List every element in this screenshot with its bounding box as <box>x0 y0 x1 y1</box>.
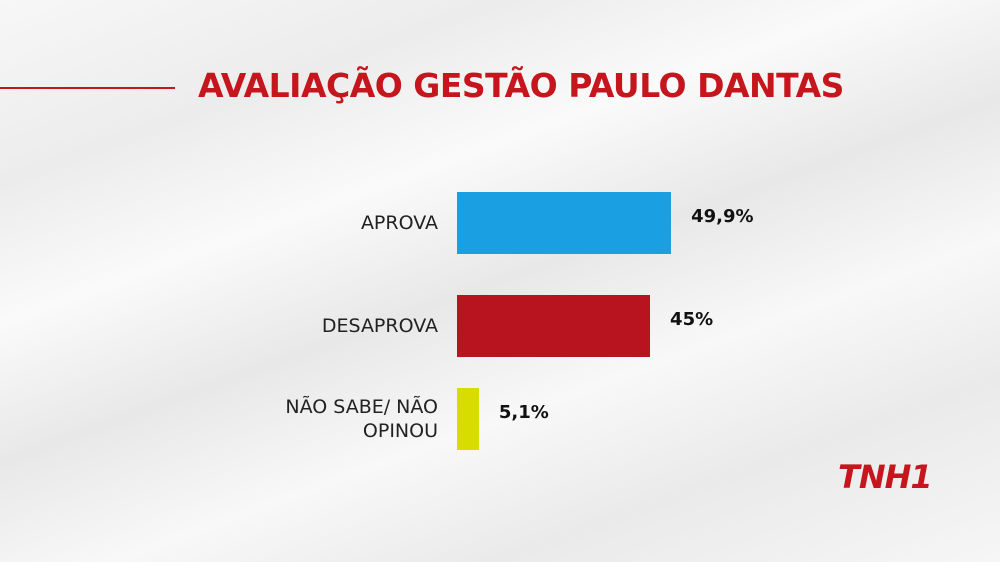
category-label: APROVA <box>360 212 438 234</box>
bar <box>457 295 651 357</box>
logo: TNH1 <box>838 458 933 496</box>
category-label: NÃO SABE/ NÃO OPINOU <box>285 396 438 442</box>
value-label: 5,1% <box>498 402 549 423</box>
category-label: DESAPROVA <box>321 315 438 337</box>
value-label: 49,9% <box>691 206 754 227</box>
bar <box>457 388 479 450</box>
value-label: 45% <box>670 309 714 330</box>
title-rule <box>0 87 175 89</box>
bar <box>457 192 672 254</box>
chart-title: AVALIAÇÃO GESTÃO PAULO DANTAS <box>198 66 844 105</box>
